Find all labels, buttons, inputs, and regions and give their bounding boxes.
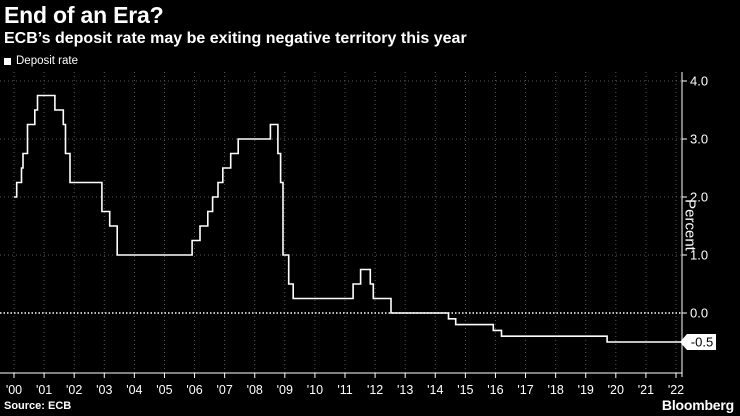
x-tick-label: '16 xyxy=(487,383,503,397)
end-value-label: -0.5 xyxy=(691,335,713,350)
deposit-rate-line xyxy=(14,94,685,343)
x-tick-label: '14 xyxy=(427,383,443,397)
x-tick-label: '07 xyxy=(216,383,232,397)
chart-subtitle: ECB’s deposit rate may be exiting negati… xyxy=(4,30,467,47)
x-tick-label: '03 xyxy=(96,383,112,397)
x-tick-label: '10 xyxy=(307,383,323,397)
x-tick-label: '02 xyxy=(66,383,82,397)
x-tick-label: '19 xyxy=(578,383,594,397)
x-tick-label: '13 xyxy=(397,383,413,397)
grid xyxy=(0,72,682,373)
x-tick-label: '00 xyxy=(6,383,22,397)
y-tick-label: 4.0 xyxy=(690,74,708,89)
x-tick-label: '08 xyxy=(247,383,263,397)
x-tick-label: '04 xyxy=(126,383,142,397)
x-tick-label: '17 xyxy=(517,383,533,397)
brand-logo: Bloomberg xyxy=(661,397,734,413)
legend-label: Deposit rate xyxy=(16,55,79,67)
x-tick-label: '01 xyxy=(36,383,52,397)
x-tick-label: '05 xyxy=(156,383,172,397)
x-tick-label: '21 xyxy=(638,383,654,397)
series-layer xyxy=(14,94,685,343)
y-axis-label: Percent xyxy=(681,199,699,251)
x-tick-label: '09 xyxy=(277,383,293,397)
x-tick-label: '11 xyxy=(337,383,352,397)
y-tick-label: 1.0 xyxy=(690,248,708,263)
y-tick-label: 0.0 xyxy=(690,306,708,321)
end-value-badge xyxy=(680,334,716,350)
x-tick-label: '18 xyxy=(547,383,563,397)
axis xyxy=(0,72,687,378)
x-tick-label: '15 xyxy=(457,383,473,397)
x-tick-label: '20 xyxy=(608,383,624,397)
tick-labels: 4.0 3.0 2.0 1.0 0.0 '00 '01 '02 '03 '04 '05 '06 '07 '… xyxy=(6,74,716,397)
source-note: Source: ECB xyxy=(4,400,72,412)
x-tick-label: '22 xyxy=(668,383,684,397)
x-tick-label: '12 xyxy=(367,383,383,397)
legend-swatch xyxy=(4,57,11,65)
y-tick-label: 3.0 xyxy=(690,132,708,147)
chart-title: End of an Era? xyxy=(4,2,164,28)
legend: Deposit rate xyxy=(4,55,78,67)
y-tick-label: 2.0 xyxy=(690,190,708,205)
x-tick-label: '06 xyxy=(186,383,202,397)
